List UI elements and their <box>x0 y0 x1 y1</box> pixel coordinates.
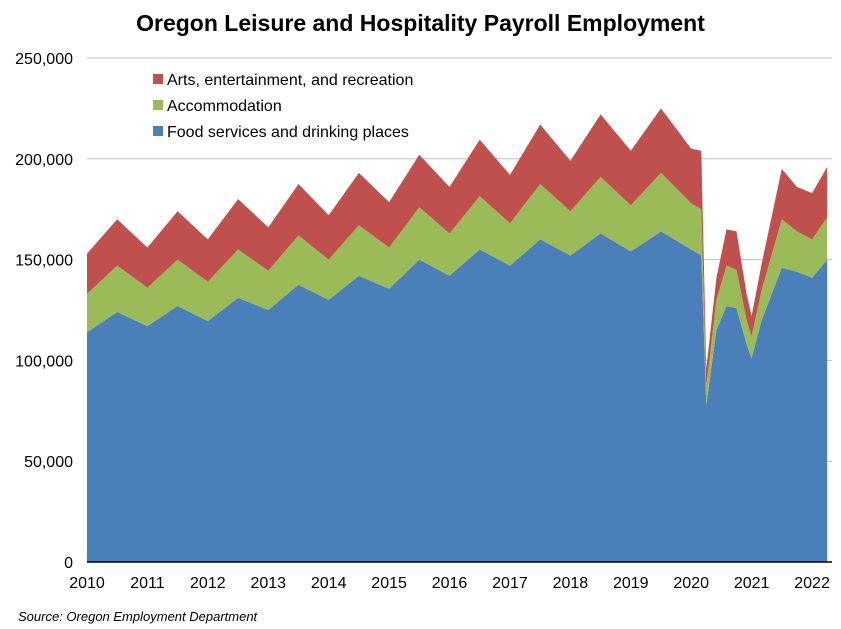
x-tick-label: 2018 <box>553 575 589 592</box>
area-series-2 <box>87 172 828 405</box>
x-tick-label: 2014 <box>311 575 347 592</box>
legend-swatch <box>153 126 163 136</box>
legend-swatch <box>153 74 163 84</box>
legend-label: Arts, entertainment, and recreation <box>167 72 413 89</box>
x-tick-label: 2017 <box>492 575 528 592</box>
y-tick-label: 250,000 <box>15 51 73 68</box>
chart-title: Oregon Leisure and Hospitality Payroll E… <box>136 10 705 36</box>
legend-label: Food services and drinking places <box>167 124 409 141</box>
x-tick-label: 2012 <box>190 575 226 592</box>
x-tick-label: 2016 <box>432 575 468 592</box>
legend-label: Accommodation <box>167 98 282 115</box>
x-tick-label: 2019 <box>613 575 649 592</box>
x-tick-label: 2022 <box>794 575 830 592</box>
source-note: Source: Oregon Employment Department <box>18 609 258 624</box>
x-tick-label: 2020 <box>673 575 709 592</box>
y-tick-label: 100,000 <box>15 353 73 370</box>
legend: Arts, entertainment, and recreation Accom… <box>153 72 413 141</box>
y-tick-label: 50,000 <box>24 454 73 471</box>
x-tick-label: 2015 <box>371 575 407 592</box>
x-tick-label: 2010 <box>69 575 105 592</box>
axes: 0 50,000 100,000 150,000 200,000 250,000 2010 2… <box>15 51 832 592</box>
stacked-areas <box>87 108 828 562</box>
area-series-3 <box>87 108 828 387</box>
area-series-1 <box>87 231 828 562</box>
y-tick-label: 200,000 <box>15 152 73 169</box>
y-tick-label: 150,000 <box>15 253 73 270</box>
x-tick-label: 2011 <box>130 575 165 592</box>
x-tick-label: 2021 <box>734 575 770 592</box>
legend-swatch <box>153 100 163 110</box>
y-tick-label: 0 <box>64 555 73 572</box>
x-tick-label: 2013 <box>250 575 286 592</box>
